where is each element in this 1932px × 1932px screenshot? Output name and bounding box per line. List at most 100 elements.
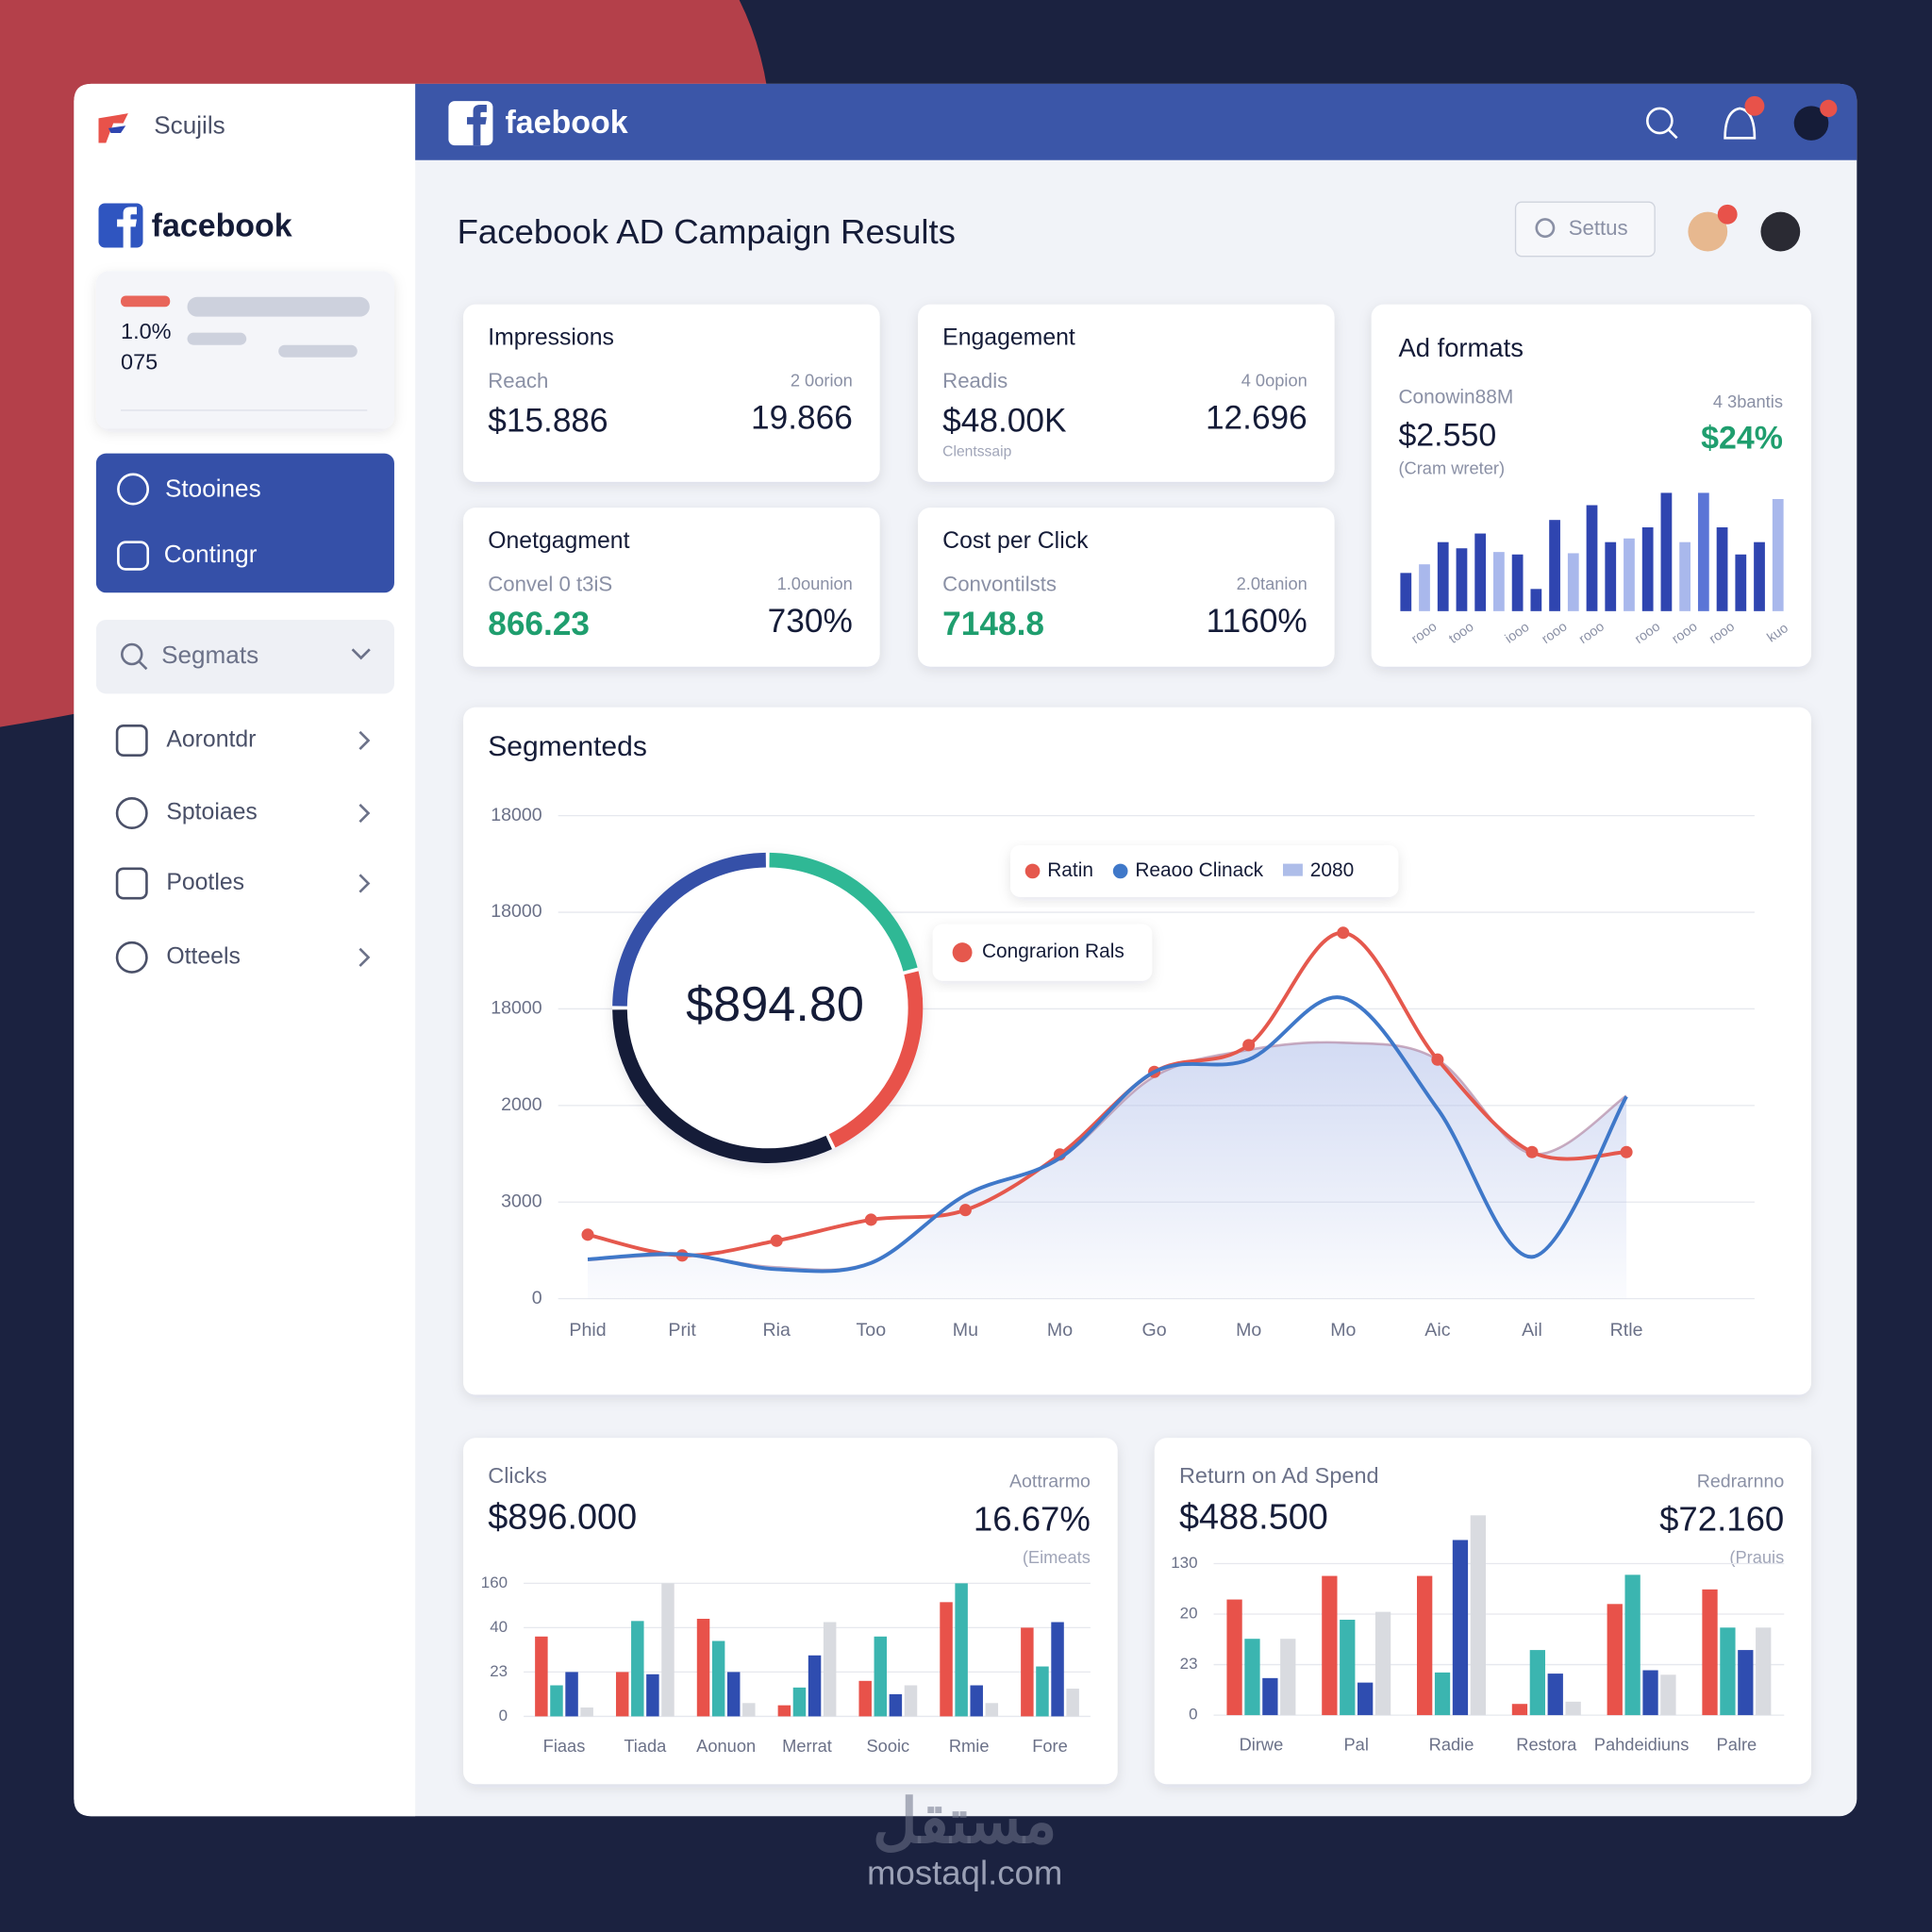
x-tick-label: Ria <box>763 1320 791 1341</box>
x-tick-label: Merrat <box>782 1736 832 1756</box>
bar <box>1470 1515 1486 1716</box>
chevron-right <box>358 947 371 967</box>
kpi-title: Cost per Click <box>942 528 1089 554</box>
bar <box>1565 1701 1581 1716</box>
bar <box>646 1674 659 1717</box>
kpi-card <box>918 508 1335 667</box>
brand-icon <box>98 113 128 143</box>
legend-swatch <box>1024 863 1041 879</box>
nav-item[interactable]: Otteels <box>166 943 241 969</box>
y-tick-label: 0 <box>532 1288 542 1308</box>
avatar-badge <box>1717 204 1738 225</box>
x-tick-label: Dirwe <box>1240 1735 1284 1755</box>
bar <box>970 1685 983 1717</box>
nav-item[interactable]: Sptoiaes <box>166 800 258 825</box>
bar <box>1511 1704 1528 1716</box>
bar <box>1679 541 1690 611</box>
x-tick-label: Aic <box>1424 1320 1450 1341</box>
donut-segment <box>828 971 924 1148</box>
x-tick-label: Pahdeidiuns <box>1594 1735 1690 1755</box>
chevron-down <box>351 648 371 660</box>
mini-bar <box>121 295 171 308</box>
bar <box>1547 1674 1563 1716</box>
donut-center-label: $894.80 <box>686 977 864 1032</box>
menu-item[interactable]: Contingr <box>164 540 258 568</box>
kpi-value: $15.886 <box>488 402 608 439</box>
x-tick-label: Mu <box>953 1320 978 1341</box>
search-box[interactable] <box>95 619 394 694</box>
point <box>1431 1053 1444 1066</box>
avatar-badge <box>1820 99 1838 118</box>
bar <box>1226 1599 1242 1716</box>
kpi-sub: 1.0ounion <box>777 574 853 593</box>
kpi-sub: 2.0tanion <box>1237 574 1307 593</box>
chevron-right <box>358 730 371 751</box>
bar <box>955 1583 968 1717</box>
mini-value: 075 <box>121 350 158 375</box>
mini-bar <box>187 296 370 317</box>
bar <box>1716 527 1728 611</box>
watermark-arabic: مستقل <box>873 1787 1057 1856</box>
bar <box>1607 1604 1623 1716</box>
x-tick-label: Mo <box>1330 1320 1356 1341</box>
active-menu <box>95 453 394 593</box>
annotation-box <box>932 924 1153 981</box>
bar <box>631 1621 644 1717</box>
kpi-card <box>463 508 880 667</box>
avatar[interactable] <box>1760 211 1801 252</box>
kpi-value-secondary: 730% <box>768 603 853 640</box>
kpi-label: Readis <box>942 369 1008 392</box>
bar <box>1051 1622 1064 1717</box>
kpi-card <box>463 304 880 482</box>
point <box>770 1234 783 1247</box>
bar <box>1340 1619 1356 1716</box>
bar <box>1511 554 1524 611</box>
bar <box>1720 1627 1736 1716</box>
bar <box>1066 1689 1079 1717</box>
bar <box>1660 492 1673 611</box>
kpi-label: Convontilsts <box>942 572 1057 595</box>
bar <box>1624 1574 1641 1716</box>
kpi-value-secondary: 12.696 <box>1206 400 1307 437</box>
kpi-value: $48.00K <box>942 402 1067 439</box>
bar <box>1702 1589 1718 1716</box>
nav-icon <box>115 867 148 900</box>
chevron-right <box>358 874 371 893</box>
card-note: (Prauis <box>1729 1547 1784 1567</box>
x-tick-label: Restora <box>1516 1735 1577 1755</box>
x-tick-label: Rmie <box>949 1736 990 1756</box>
top-bar <box>415 83 1857 160</box>
notification-button[interactable] <box>1724 107 1757 140</box>
user-avatar[interactable] <box>1793 106 1829 141</box>
point <box>1620 1145 1633 1158</box>
header-logo-f <box>467 105 487 146</box>
y-tick-label: 130 <box>1171 1554 1197 1572</box>
x-tick-label: Mo <box>1047 1320 1073 1341</box>
nav-item[interactable]: Pootles <box>166 870 244 895</box>
settings-button[interactable] <box>1514 201 1656 258</box>
card-value: $2.550 <box>1398 418 1496 454</box>
bar <box>1357 1682 1374 1716</box>
nav-item[interactable]: Aorontdr <box>166 727 256 753</box>
card-change: $72.160 <box>1659 1500 1784 1539</box>
legend-label: Reaoo Clinack <box>1135 859 1263 881</box>
bar <box>1530 589 1542 611</box>
menu-item[interactable]: Stooines <box>165 475 261 503</box>
point <box>1525 1145 1539 1158</box>
y-tick-label: 2000 <box>501 1094 542 1115</box>
bar <box>1738 1650 1754 1716</box>
bar <box>1697 492 1709 611</box>
bar <box>565 1672 578 1717</box>
card-note: (Eimeats <box>1023 1547 1091 1567</box>
kpi-title: Onetgagment <box>488 528 629 554</box>
x-tick-label: Aonuon <box>696 1736 756 1756</box>
x-tick-label: Prit <box>668 1320 696 1341</box>
mini-bar <box>278 344 358 358</box>
bar <box>777 1705 791 1717</box>
point <box>581 1228 594 1241</box>
kpi-sub: 2 0orion <box>791 371 853 391</box>
kpi-value-secondary: 19.866 <box>751 400 853 437</box>
search-button[interactable] <box>1645 107 1674 135</box>
avatar[interactable] <box>1688 211 1728 252</box>
